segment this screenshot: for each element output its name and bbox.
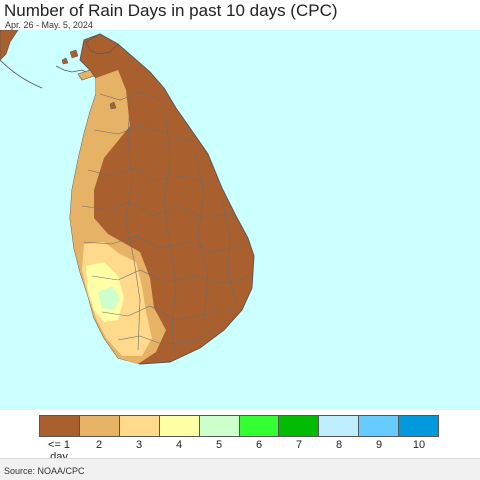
- source-text: Source: NOAA/CPC: [4, 466, 85, 476]
- zone-5-days: [98, 286, 120, 310]
- legend-swatch: [279, 416, 320, 436]
- legend-label: 10: [412, 439, 426, 451]
- india-coastline: [0, 59, 43, 89]
- page-title: Number of Rain Days in past 10 days (CPC…: [4, 1, 338, 20]
- adams-bridge: [55, 65, 91, 75]
- district-boundaries: [81, 91, 251, 359]
- footer: Source: NOAA/CPC: [0, 458, 480, 480]
- legend-swatch: [119, 416, 160, 436]
- legend-swatch: [399, 416, 439, 436]
- legend-label: 2: [95, 439, 103, 451]
- legend-label: 5: [215, 439, 223, 451]
- legend-swatch: [239, 416, 280, 436]
- legend-label: 7: [295, 439, 303, 451]
- legend-labels: <= 1 day 2 3 4 5 6 7 8 9 10: [39, 439, 439, 463]
- legend-swatch: [199, 416, 240, 436]
- legend-swatch: [359, 416, 400, 436]
- rain-days-map: [0, 30, 480, 410]
- legend-label: 9: [375, 439, 383, 451]
- legend-swatch: [40, 416, 80, 436]
- legend-swatch: [79, 416, 120, 436]
- legend-color-bar: [39, 415, 439, 437]
- legend-label: 4: [175, 439, 183, 451]
- jaffna-peninsula: [85, 33, 119, 55]
- legend-label: 3: [135, 439, 143, 451]
- legend-swatch: [319, 416, 360, 436]
- legend-label: 6: [255, 439, 263, 451]
- legend-label: 8: [335, 439, 343, 451]
- coastal-islets: [61, 49, 117, 110]
- mannar-island: [77, 69, 95, 81]
- india-coast: [0, 30, 19, 61]
- date-range: Apr. 26 - May. 5, 2024: [5, 20, 93, 30]
- legend-swatch: [159, 416, 200, 436]
